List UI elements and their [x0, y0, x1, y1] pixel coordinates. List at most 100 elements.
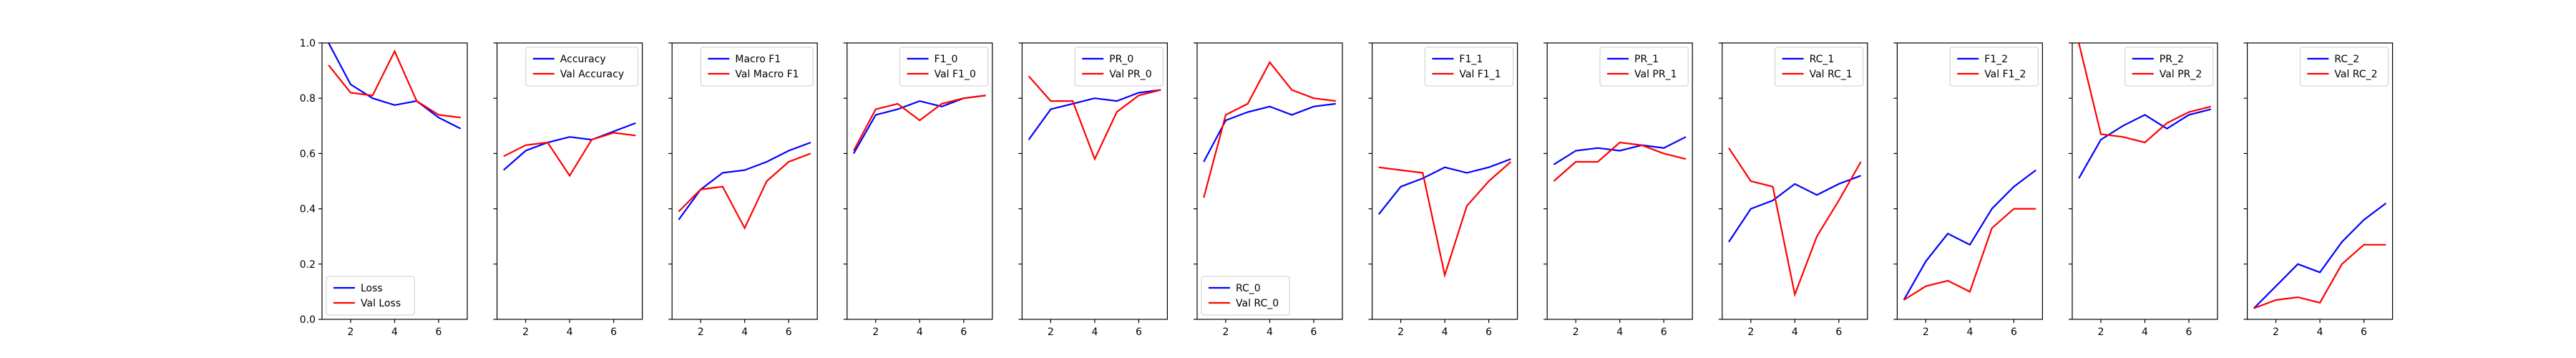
chart-panel: 2 4 6 Accuracy Val Accuracy [493, 42, 643, 338]
train-series-line [2253, 203, 2387, 309]
x-tick-label: 2 [872, 326, 879, 338]
y-tick-label: 0.6 [300, 148, 316, 160]
legend: PR_1 Val PR_1 [1599, 47, 1689, 87]
legend-box [1201, 276, 1290, 316]
chart-panel: 2 4 6 0.0 0.2 0.4 0.6 0.8 1.0 Loss Val Loss [300, 38, 468, 338]
legend-label: PR_0 [1109, 54, 1133, 65]
val-series-line [2078, 43, 2212, 144]
legend-label: Val PR_1 [1634, 69, 1677, 80]
x-tick-label: 2 [1223, 326, 1229, 338]
x-tick-label: 6 [1835, 326, 1842, 338]
x-tick-label: 2 [2098, 326, 2104, 338]
legend-label: RC_1 [1810, 54, 1835, 65]
train-series-line [1203, 102, 1336, 163]
x-tick-label: 6 [1311, 326, 1317, 338]
x-tick-label: 4 [917, 326, 923, 338]
val-series-line [1903, 208, 2036, 301]
chart-panel: 2 4 6 RC_1 Val RC_1 [1718, 42, 1868, 338]
y-tick-label: 1.0 [300, 38, 316, 49]
legend-label: Val RC_1 [1810, 69, 1853, 80]
train-series-line [1728, 175, 1861, 243]
x-tick-label: 6 [960, 326, 967, 338]
legend-label: Val Macro F1 [735, 69, 799, 80]
legend-label: F1_0 [935, 54, 958, 65]
legend-label: PR_2 [2160, 54, 2184, 65]
legend: PR_0 Val PR_0 [1074, 47, 1163, 87]
legend-label: Val Accuracy [560, 69, 624, 80]
x-tick-label: 4 [1616, 326, 1623, 338]
legend-label: F1_2 [1984, 54, 2008, 65]
val-series-line [1028, 75, 1161, 161]
x-tick-label: 4 [1792, 326, 1798, 338]
x-tick-label: 4 [741, 326, 748, 338]
x-tick-label: 6 [2011, 326, 2017, 338]
legend: Accuracy Val Accuracy [525, 47, 639, 87]
x-tick-label: 4 [1442, 326, 1448, 338]
legend-box [1775, 47, 1864, 87]
legend-box [525, 47, 639, 87]
val-series-line [853, 95, 986, 152]
x-tick-label: 4 [567, 326, 573, 338]
legend-label: Val RC_0 [1236, 298, 1279, 309]
x-tick-label: 2 [1923, 326, 1929, 338]
legend: Loss Val Loss [326, 276, 415, 316]
x-tick-label: 2 [522, 326, 529, 338]
val-series-line [1728, 147, 1862, 298]
legend-box [1074, 47, 1163, 87]
legend-label: F1_1 [1459, 54, 1483, 65]
y-tick-label: 0.4 [300, 204, 316, 216]
train-series-line [1903, 169, 2036, 301]
legend-label: Val F1_2 [1984, 69, 2026, 80]
train-series-line [2078, 108, 2212, 179]
x-tick-label: 4 [2142, 326, 2148, 338]
chart-panel: 2 4 6 F1_1 Val F1_1 [1368, 42, 1518, 338]
train-series-line [678, 141, 811, 221]
y-tick-label: 0.0 [300, 314, 316, 326]
legend: Macro F1 Val Macro F1 [700, 47, 814, 87]
x-tick-label: 2 [1397, 326, 1404, 338]
x-tick-label: 6 [1661, 326, 1667, 338]
x-tick-label: 4 [1091, 326, 1098, 338]
chart-panel: 2 4 6 RC_2 Val RC_2 [2243, 42, 2394, 338]
x-tick-label: 4 [391, 326, 398, 338]
legend: RC_0 Val RC_0 [1201, 276, 1290, 316]
legend-label: PR_1 [1634, 54, 1659, 65]
legend: F1_1 Val F1_1 [1424, 47, 1514, 87]
x-tick-label: 6 [1485, 326, 1492, 338]
legend-box [1949, 47, 2039, 87]
x-tick-label: 2 [348, 326, 354, 338]
legend-box [899, 47, 989, 87]
train-series-line [1377, 158, 1511, 215]
x-tick-label: 4 [2317, 326, 2323, 338]
train-series-line [853, 95, 986, 154]
legend-label: Val PR_2 [2160, 69, 2202, 80]
legend-label: Macro F1 [735, 54, 781, 65]
legend-box [2124, 47, 2214, 87]
legend-label: Val RC_2 [2334, 69, 2377, 80]
val-series-line [1203, 61, 1336, 198]
x-tick-label: 2 [1747, 326, 1754, 338]
val-series-line [2253, 243, 2386, 309]
x-tick-label: 2 [2273, 326, 2279, 338]
legend-label: RC_2 [2334, 54, 2359, 65]
val-series-line [503, 132, 636, 178]
x-tick-label: 2 [698, 326, 704, 338]
x-tick-label: 6 [786, 326, 792, 338]
x-tick-label: 6 [436, 326, 442, 338]
train-series-line [328, 43, 462, 130]
x-tick-label: 6 [2186, 326, 2192, 338]
train-series-line [1028, 89, 1161, 140]
legend-label: Loss [361, 283, 383, 294]
val-series-line [1378, 161, 1512, 279]
y-tick-label: 0.2 [300, 259, 316, 271]
x-tick-label: 4 [1966, 326, 1973, 338]
legend-box [700, 47, 814, 87]
x-tick-label: 4 [1267, 326, 1273, 338]
legend: RC_2 Val RC_2 [2299, 47, 2389, 87]
legend: PR_2 Val PR_2 [2124, 47, 2214, 87]
x-tick-label: 6 [1136, 326, 1142, 338]
x-tick-label: 2 [1048, 326, 1054, 338]
x-tick-label: 2 [1573, 326, 1579, 338]
train-series-line [1553, 136, 1687, 165]
chart-panel: 2 4 6 F1_0 Val F1_0 [843, 42, 993, 338]
